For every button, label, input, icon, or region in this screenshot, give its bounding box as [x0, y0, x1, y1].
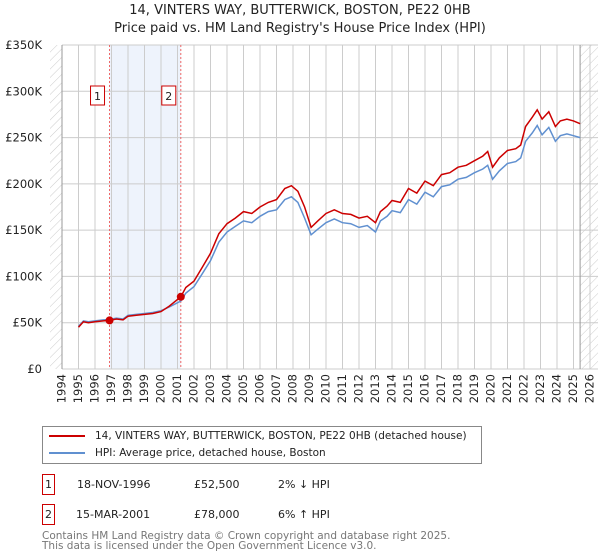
sale-label-box: [90, 85, 106, 106]
x-tick-label: 2020: [484, 374, 498, 403]
sale-date: 15-MAR-2001: [76, 508, 151, 521]
y-tick-label: £250K: [5, 131, 42, 145]
hpi-line: [77, 124, 581, 327]
legend: 14, VINTERS WAY, BUTTERWICK, BOSTON, PE2…: [42, 426, 482, 464]
x-tick-label: 2018: [451, 374, 465, 403]
x-tick-label: 2011: [335, 374, 349, 403]
x-tick-label: 2019: [467, 374, 481, 403]
x-tick-label: 2013: [368, 374, 382, 403]
x-tick-label: 2009: [302, 374, 316, 403]
x-tick-label: 2021: [500, 374, 514, 403]
x-tick-label: 2026: [583, 374, 597, 403]
x-tick-label: 2007: [269, 374, 283, 403]
x-tick-label: 1997: [104, 374, 118, 403]
hatched-region: [50, 45, 62, 369]
x-tick-label: 2001: [170, 374, 184, 403]
legend-label: HPI: Average price, detached house, Bost…: [95, 447, 326, 459]
sale-price: £52,500: [194, 478, 240, 491]
x-tick-label: 1995: [71, 374, 85, 403]
x-tick-label: 2015: [401, 374, 415, 403]
x-tick-label: 2016: [418, 374, 432, 403]
sale-date: 18-NOV-1996: [77, 478, 151, 491]
sale-point: [105, 316, 114, 325]
y-tick-label: £50K: [13, 316, 43, 330]
title: 14, VINTERS WAY, BUTTERWICK, BOSTON, PE2…: [129, 3, 471, 18]
y-tick-label: £0: [27, 362, 42, 376]
x-tick-label: 2022: [517, 374, 531, 403]
sale-badge: 2: [42, 504, 55, 525]
x-tick-label: 1998: [121, 374, 135, 403]
x-tick-label: 2002: [187, 374, 201, 403]
x-tick-label: 2003: [203, 374, 217, 403]
legend-label: 14, VINTERS WAY, BUTTERWICK, BOSTON, PE2…: [95, 430, 467, 442]
x-tick-label: 1994: [55, 374, 69, 403]
blue-line-swatch: [49, 452, 85, 454]
y-tick-label: £200K: [5, 177, 42, 191]
x-tick-label: 2008: [286, 374, 300, 403]
x-tick-label: 2017: [434, 374, 448, 403]
price-chart: 1994 1995 1996 1997 1998 1999 2000 2001 2002 2003…: [5, 38, 598, 403]
x-tick-label: 2000: [154, 374, 168, 403]
x-tick-label: 2004: [220, 374, 234, 403]
y-tick-label: £350K: [5, 38, 42, 52]
sale-hpi: 6% ↑ HPI: [278, 508, 330, 521]
sale-label: 2: [165, 90, 172, 103]
x-tick-label: 2005: [236, 374, 250, 403]
chart-title: 14, VINTERS WAY, BUTTERWICK, BOSTON, PE2…: [0, 2, 600, 38]
sale-label: 1: [94, 90, 101, 103]
sale-point: [176, 292, 185, 301]
y-tick-label: £150K: [5, 223, 42, 237]
x-tick-label: 2010: [319, 374, 333, 403]
legend-item-property: 14, VINTERS WAY, BUTTERWICK, BOSTON, PE2…: [49, 430, 467, 442]
x-tick-label: 1999: [137, 374, 151, 403]
sale-label-box: [161, 85, 177, 106]
footer: Contains HM Land Registry data © Crown c…: [42, 530, 451, 552]
x-tick-label: 2006: [253, 374, 267, 403]
sale-badge: 1: [42, 474, 55, 495]
price-line: [77, 108, 581, 328]
x-tick-label: 2023: [533, 374, 547, 403]
x-tick-label: 2014: [385, 374, 399, 403]
legend-item-hpi: HPI: Average price, detached house, Bost…: [49, 447, 326, 459]
footer-line: This data is licensed under the Open Gov…: [42, 540, 377, 552]
hatched-region: [580, 45, 598, 369]
y-tick-label: £300K: [5, 84, 42, 98]
x-tick-label: 1996: [88, 374, 102, 403]
subtitle: Price paid vs. HM Land Registry's House …: [114, 21, 486, 36]
footer-line: Contains HM Land Registry data © Crown c…: [42, 530, 451, 542]
sale-hpi: 2% ↓ HPI: [278, 478, 330, 491]
x-tick-label: 2012: [352, 374, 366, 403]
x-tick-label: 2025: [566, 374, 580, 403]
x-tick-label: 2024: [550, 374, 564, 403]
red-line-swatch: [49, 435, 85, 437]
sale-price: £78,000: [194, 508, 240, 521]
y-tick-label: £100K: [5, 269, 42, 283]
